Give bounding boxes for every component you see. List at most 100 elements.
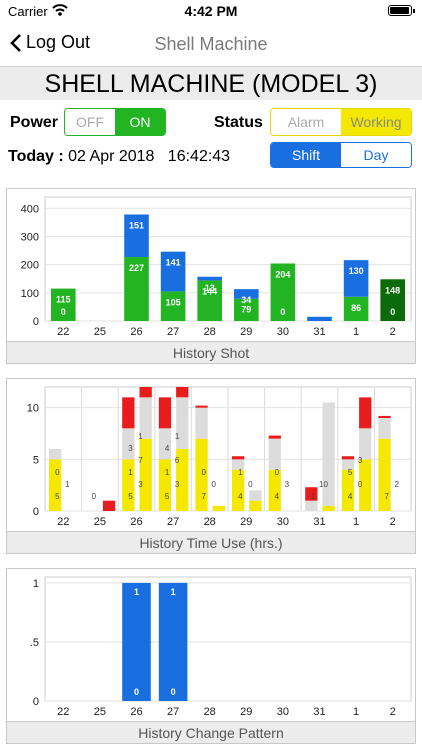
x-tick-label: 2 <box>390 326 396 338</box>
bar-segment <box>122 428 135 460</box>
data-label: 130 <box>349 266 364 276</box>
data-label: 0 <box>55 468 60 477</box>
bar-segment <box>139 438 152 511</box>
machine-title: SHELL MACHINE (MODEL 3) <box>44 70 378 98</box>
bar-segment <box>176 387 189 398</box>
wifi-icon <box>52 3 68 20</box>
bar-segment-blue <box>234 289 259 299</box>
bar-segment <box>139 407 152 439</box>
data-label: 3 <box>138 480 143 489</box>
x-tick-label: 27 <box>167 516 179 528</box>
period-toggle[interactable]: Shift Day <box>270 142 412 168</box>
data-label: 105 <box>166 297 181 307</box>
x-tick-label: 31 <box>313 706 325 718</box>
status-alarm-option[interactable]: Alarm <box>271 109 341 135</box>
bar-segment <box>176 407 189 449</box>
data-label: 148 <box>385 285 400 295</box>
x-tick-label: 28 <box>204 326 216 338</box>
status-bar: Carrier 4:42 PM <box>0 0 422 22</box>
power-label: Power <box>10 114 59 131</box>
data-label: 1 <box>171 587 176 597</box>
history-change-pattern-chart: 1 .5 0 22 25 26 27 28 29 30 31 1 2 1 0 1 0 <box>30 576 412 718</box>
x-tick-label: 30 <box>277 516 289 528</box>
bar-segment <box>268 438 281 470</box>
bar-segment <box>158 459 172 511</box>
plot-area <box>44 576 412 702</box>
bar-segment <box>49 459 62 511</box>
bar-segment <box>268 435 281 439</box>
power-off-option[interactable]: OFF <box>65 109 115 135</box>
bar-segment-blue <box>160 251 186 292</box>
status-toggle[interactable]: Alarm Working <box>270 108 412 136</box>
data-label: 0 <box>92 492 97 501</box>
history-change-pattern-caption: History Change Pattern <box>7 721 415 743</box>
data-label: 7 <box>201 492 206 501</box>
history-time-use-card: 10 5 0 22 25 26 27 28 29 30 31 1 2 5 1 0 0 5 3 1 7 3 1 5 3 1 6 4 1 7 0… <box>6 378 416 554</box>
bar-segment <box>122 397 135 429</box>
data-label: 4 <box>165 444 170 453</box>
x-tick-label: 25 <box>94 706 106 718</box>
x-tick-label: 1 <box>353 516 359 528</box>
shift-option[interactable]: Shift <box>271 143 341 167</box>
y-tick-label: 400 <box>21 203 39 215</box>
history-time-use-caption: History Time Use (hrs.) <box>7 531 415 553</box>
bar-segment <box>341 469 355 511</box>
bar-segment <box>268 469 281 511</box>
bar-segment <box>378 438 391 511</box>
bar-segment <box>359 428 372 460</box>
bar-segment <box>158 397 172 429</box>
bar-segment <box>249 490 262 501</box>
data-label: 3 <box>175 480 180 489</box>
bar-segment-green <box>160 291 186 321</box>
bar-segment <box>322 505 335 511</box>
bar-segment <box>232 456 245 460</box>
status-label: Status <box>214 114 263 131</box>
status-working-option[interactable]: Working <box>341 109 411 135</box>
data-label: 3 <box>358 456 363 465</box>
y-tick-label: 0 <box>33 316 39 328</box>
x-tick-label: 27 <box>167 706 179 718</box>
log-out-button[interactable]: Log Out <box>10 32 90 53</box>
bar-segment <box>49 449 62 460</box>
x-tick-label: 30 <box>277 706 289 718</box>
power-toggle[interactable]: OFF ON <box>64 108 166 136</box>
data-label: 151 <box>129 220 144 230</box>
machine-title-band: SHELL MACHINE (MODEL 3) <box>0 66 422 100</box>
y-tick-label: 200 <box>21 260 39 272</box>
bar-segment <box>176 397 189 408</box>
power-on-option[interactable]: ON <box>115 109 165 135</box>
x-tick-label: 29 <box>240 516 252 528</box>
bar-segment-green <box>234 298 259 321</box>
data-label: 4 <box>275 492 280 501</box>
nav-title: Shell Machine <box>154 34 268 54</box>
bar-segment <box>195 407 208 439</box>
bar-segment-blue <box>343 260 369 297</box>
data-label: 1 <box>128 468 133 477</box>
x-tick-label: 28 <box>204 706 216 718</box>
x-tick-label: 26 <box>130 516 142 528</box>
x-tick-label: 31 <box>313 326 325 338</box>
bar-segment-green <box>124 257 149 321</box>
x-tick-label: 22 <box>57 326 69 338</box>
x-tick-label: 29 <box>240 706 252 718</box>
bar-segment <box>195 438 208 511</box>
data-label: 1 <box>311 492 316 501</box>
x-tick-label: 22 <box>57 706 69 718</box>
x-tick-label: 25 <box>94 516 106 528</box>
data-label: 5 <box>165 492 170 501</box>
data-label: 1 <box>138 432 143 441</box>
history-shot-card: 400 300 200 100 0 22 25 26 27 28 29 30 31 1 2 115 0 151 22… <box>6 188 416 364</box>
data-label: 0 <box>275 468 280 477</box>
y-tick-label: 5 <box>33 454 39 466</box>
data-label: 7 <box>138 456 143 465</box>
bar-segment <box>305 500 318 511</box>
data-label: 7 <box>384 492 389 501</box>
log-out-label: Log Out <box>26 32 91 52</box>
bar-segment <box>322 402 335 506</box>
bar-segment <box>378 415 391 418</box>
x-tick-label: 22 <box>57 516 69 528</box>
data-label: 3 <box>285 480 290 489</box>
bar-segment <box>102 500 116 511</box>
day-option[interactable]: Day <box>341 143 411 167</box>
data-label: 3 <box>128 444 133 453</box>
